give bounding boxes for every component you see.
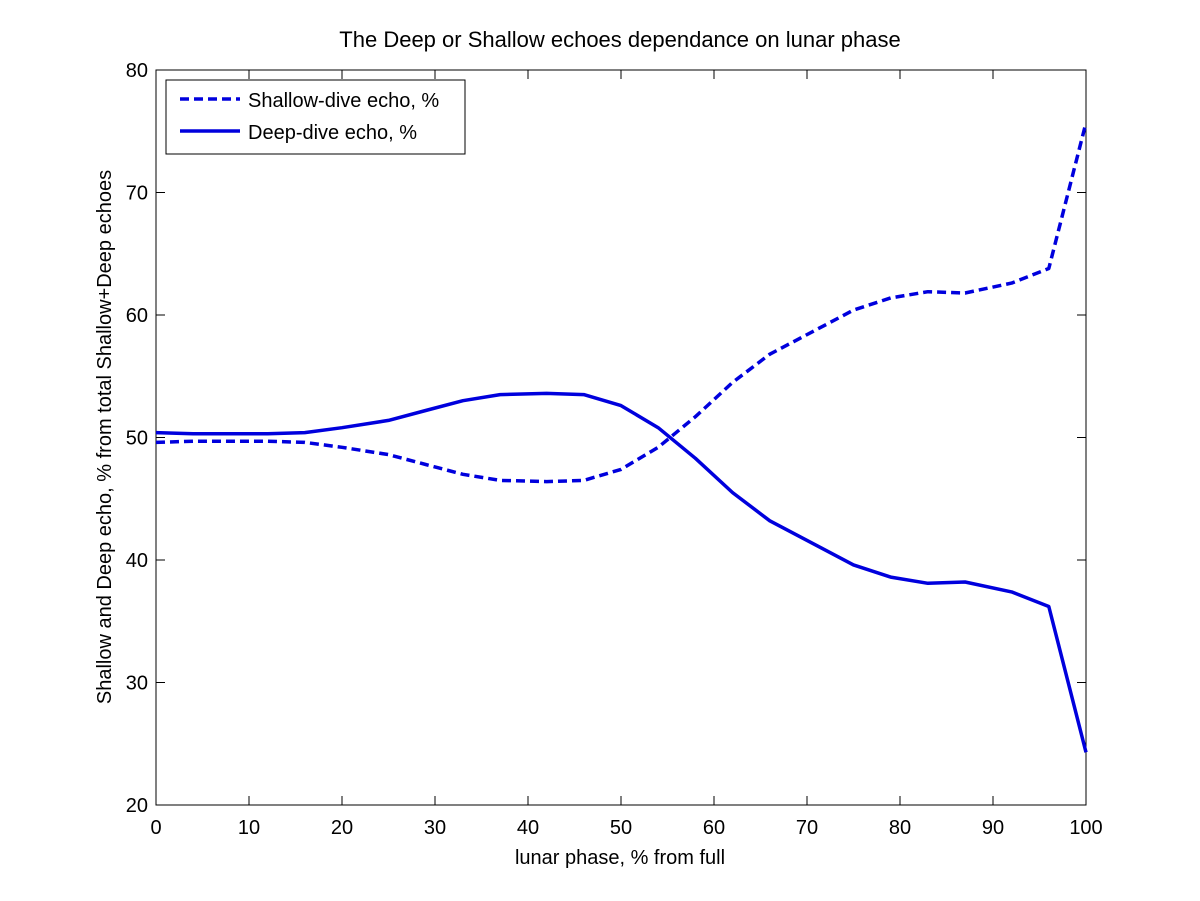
legend-box [165, 79, 466, 155]
y-tick-label-40: 40 [126, 550, 148, 572]
x-tick-label-100: 100 [1069, 817, 1102, 839]
x-tick-label-70: 70 [796, 817, 818, 839]
legend: Shallow-dive echo, % Deep-dive echo, % [165, 79, 466, 155]
y-tick-label-20: 20 [126, 795, 148, 817]
x-axis-label: lunar phase, % from full [515, 847, 725, 869]
x-tick-label-40: 40 [517, 817, 539, 839]
y-tick-label-80: 80 [126, 60, 148, 82]
x-tick-label-80: 80 [889, 817, 911, 839]
y-tick-label-70: 70 [126, 183, 148, 205]
x-tick-label-30: 30 [424, 817, 446, 839]
x-tick-label-60: 60 [703, 817, 725, 839]
y-tick-label-50: 50 [126, 428, 148, 450]
y-tick-label-60: 60 [126, 305, 148, 327]
legend-label-shallow: Shallow-dive echo, % [248, 90, 439, 112]
x-tick-label-0: 0 [150, 817, 161, 839]
y-axis-label: Shallow and Deep echo, % from total Shal… [94, 170, 116, 704]
series-layer [155, 122, 1088, 753]
y-tick-label-30: 30 [126, 673, 148, 695]
x-tick-label-20: 20 [331, 817, 353, 839]
legend-label-deep: Deep-dive echo, % [248, 122, 417, 144]
x-axis-ticks: 0 10 20 30 40 50 60 70 80 90 100 [150, 70, 1103, 839]
x-tick-label-90: 90 [982, 817, 1004, 839]
y-axis-ticks: 20 30 40 50 60 70 80 [126, 60, 1086, 817]
plot-area [155, 69, 1087, 806]
series-line-deep-dive [155, 391, 1088, 753]
x-tick-label-50: 50 [610, 817, 632, 839]
chart-title: The Deep or Shallow echoes dependance on… [339, 27, 900, 52]
series-line-shallow-dive [155, 122, 1088, 484]
x-tick-label-10: 10 [238, 817, 260, 839]
